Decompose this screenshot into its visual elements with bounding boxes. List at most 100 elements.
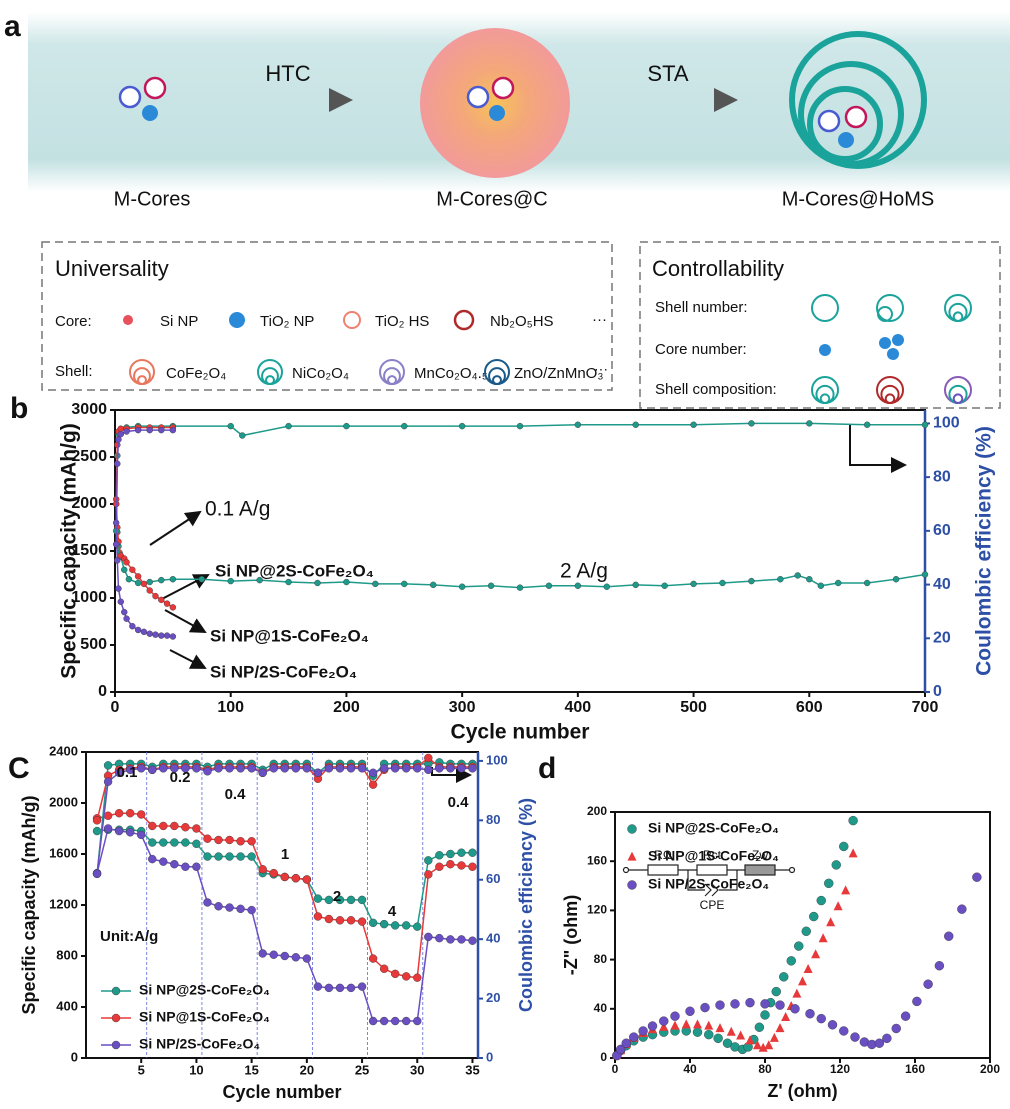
data-point — [574, 582, 582, 589]
data-point — [313, 982, 323, 991]
x-axis-label: Cycle number — [222, 1082, 341, 1102]
x-tick-label: 25 — [355, 1062, 369, 1077]
data-point — [818, 933, 828, 943]
shell-icon — [952, 311, 964, 322]
shell-icon — [492, 375, 502, 386]
row-label: Shell composition: — [655, 381, 777, 398]
data-point — [214, 835, 223, 845]
data-point — [357, 982, 367, 991]
data-point — [291, 874, 301, 883]
data-point — [794, 941, 804, 951]
core-name: Nb₂O₅HS — [490, 313, 554, 330]
data-point — [247, 764, 256, 773]
y2-tick-label: 80 — [933, 468, 951, 485]
controllability-box — [639, 241, 1001, 409]
data-point — [413, 922, 422, 931]
data-point — [806, 420, 813, 427]
data-point — [335, 895, 345, 905]
data-point — [181, 838, 190, 847]
y-tick-label: 800 — [56, 947, 78, 962]
x-tick-label: 15 — [244, 1062, 258, 1077]
shell-name: CoFe₂O₄ — [166, 365, 226, 382]
data-point — [134, 426, 142, 434]
data-point — [390, 764, 400, 773]
x-tick-label: 80 — [758, 1062, 772, 1076]
core-icon — [229, 312, 245, 328]
data-point — [117, 598, 124, 605]
data-point — [790, 1004, 800, 1014]
data-point — [921, 421, 929, 428]
data-point — [148, 854, 157, 864]
shell-icon — [876, 294, 904, 322]
data-point — [874, 1038, 885, 1048]
x-tick-label: 0 — [111, 699, 120, 716]
series-line — [115, 429, 173, 545]
data-point — [114, 826, 124, 836]
x-tick-label: 200 — [980, 1062, 1000, 1076]
data-point — [435, 862, 444, 871]
data-point — [335, 916, 345, 925]
data-point — [111, 1013, 121, 1023]
data-point — [227, 577, 234, 585]
data-point — [775, 1000, 785, 1010]
data-point — [146, 630, 153, 637]
data-point — [457, 861, 466, 870]
data-point — [140, 628, 148, 636]
data-point — [972, 872, 982, 882]
data-point — [824, 878, 834, 889]
data-point — [148, 821, 157, 831]
annotation: 1 — [281, 846, 289, 863]
data-point — [446, 860, 455, 869]
shell-icon — [257, 359, 283, 385]
y-tick-label: 80 — [594, 952, 608, 966]
data-point — [214, 852, 223, 861]
data-point — [681, 1019, 691, 1029]
data-point — [134, 626, 142, 634]
circuit-label: Zw — [752, 848, 768, 862]
data-point — [146, 587, 153, 594]
m-cores-homs-icon — [789, 31, 927, 169]
y-tick-label: 40 — [594, 1001, 608, 1015]
legend-label: Si NP/2S-CoFe₂O₄ — [648, 876, 769, 892]
data-point — [314, 579, 321, 587]
data-point — [170, 764, 179, 773]
data-point — [390, 921, 400, 930]
shell-icon — [944, 294, 972, 322]
data-point — [285, 422, 292, 430]
data-point — [269, 868, 278, 878]
data-point — [413, 973, 422, 982]
data-point — [236, 764, 245, 773]
data-point — [638, 1026, 648, 1036]
stage-label: M-Cores — [114, 188, 191, 210]
data-point — [603, 583, 610, 590]
data-point — [227, 422, 234, 430]
data-point — [516, 422, 524, 430]
data-point — [690, 421, 697, 428]
data-point — [401, 422, 408, 430]
data-point — [152, 592, 159, 600]
data-point — [346, 895, 356, 905]
ellipsis: ··· — [594, 361, 608, 377]
data-point — [163, 600, 171, 607]
data-point — [158, 596, 165, 604]
data-point — [424, 856, 433, 865]
row-label: Shell number: — [655, 299, 748, 316]
shell-icon — [387, 375, 397, 386]
data-point — [324, 764, 334, 773]
data-point — [726, 1026, 736, 1036]
data-point — [424, 870, 433, 879]
stage-label: M-Cores@HoMS — [782, 188, 935, 210]
data-point — [758, 1042, 768, 1052]
data-point — [324, 895, 334, 905]
shell-icon — [811, 294, 839, 322]
legend-label: Si NP@1S-CoFe₂O₄ — [648, 848, 779, 864]
annotation: 0.1 — [117, 764, 138, 781]
equivalent-circuit — [622, 864, 796, 897]
annotation: 0.4 — [448, 794, 470, 811]
data-point — [848, 848, 858, 858]
data-point — [125, 765, 135, 775]
y2-tick-label: 0 — [486, 1049, 493, 1064]
data-point — [324, 914, 334, 924]
step-label: HTC — [265, 61, 310, 86]
